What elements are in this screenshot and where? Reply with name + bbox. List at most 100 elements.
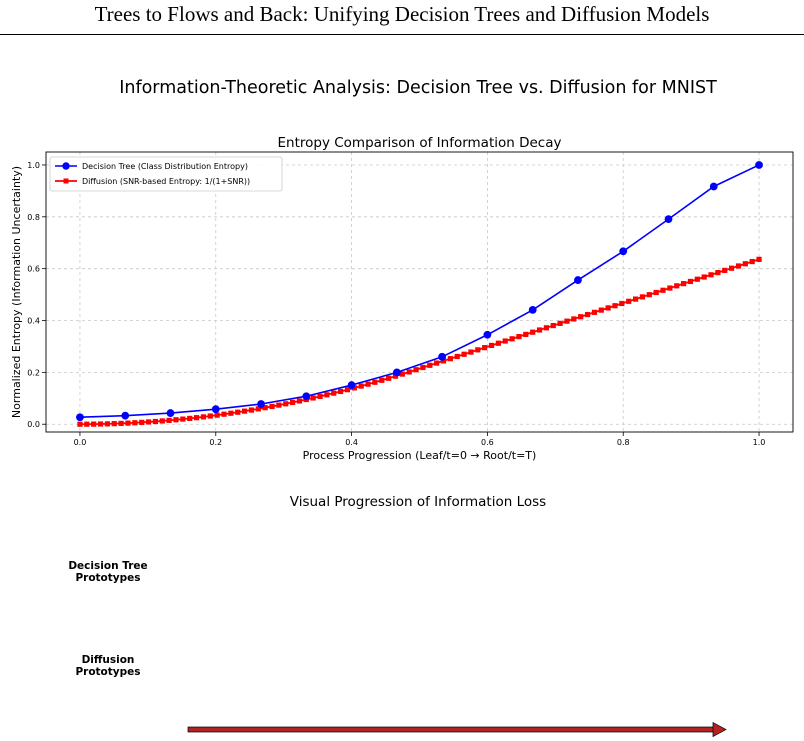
data-point-diffusion xyxy=(694,276,700,282)
data-point-diffusion xyxy=(111,421,117,427)
plot-frame xyxy=(45,151,794,433)
data-point-diffusion xyxy=(241,408,248,414)
decision-tree-prototype-image xyxy=(683,526,778,621)
y-tick-label: 0.6 xyxy=(27,265,40,274)
data-point-diffusion xyxy=(749,258,755,265)
data-point-diffusion xyxy=(482,345,488,351)
progression-arrow xyxy=(187,721,727,738)
data-point-diffusion xyxy=(447,356,453,362)
data-point-diffusion xyxy=(413,367,419,373)
data-point-diffusion xyxy=(392,373,399,379)
data-point-diffusion xyxy=(461,351,467,357)
data-point-diffusion xyxy=(626,298,632,304)
decision-tree-prototype-image xyxy=(186,526,281,621)
diffusion-prototype-image xyxy=(559,616,654,711)
data-point-diffusion xyxy=(756,256,762,262)
data-point-diffusion xyxy=(351,385,357,391)
data-point-diffusion xyxy=(399,371,405,377)
data-point-diffusion xyxy=(667,285,673,291)
y-tick-label: 1.0 xyxy=(27,161,40,170)
data-point-diffusion xyxy=(729,265,735,271)
row-label-line2: Prototypes xyxy=(75,572,141,584)
data-point-diffusion xyxy=(708,272,714,278)
entropy-line-chart: Entropy Comparison of Information Decay 0… xyxy=(10,135,794,462)
data-point-diffusion xyxy=(145,419,152,425)
data-point-diffusion xyxy=(365,381,371,387)
data-point-diffusion xyxy=(221,411,227,417)
data-point-diffusion xyxy=(379,377,385,383)
legend-box xyxy=(49,156,283,192)
running-header: Trees to Flows and Back: Unifying Decisi… xyxy=(94,2,710,26)
decision-tree-prototype-image xyxy=(559,526,654,621)
data-point-diffusion xyxy=(488,342,495,349)
data-point-diffusion xyxy=(571,316,577,322)
data-point-diffusion xyxy=(200,414,207,420)
x-tick-label: 0.0 xyxy=(74,438,87,447)
data-point-decision-tree xyxy=(257,400,265,408)
data-point-diffusion xyxy=(214,412,220,418)
data-point-diffusion xyxy=(386,375,392,381)
data-point-diffusion xyxy=(152,418,159,425)
data-point-diffusion xyxy=(639,294,646,300)
data-point-decision-tree xyxy=(76,413,84,422)
data-point-diffusion xyxy=(132,420,138,426)
y-tick-label: 0.2 xyxy=(27,368,40,377)
arrow-shaft xyxy=(187,726,715,733)
arrow-head xyxy=(712,721,727,738)
data-point-diffusion xyxy=(166,417,172,423)
data-point-diffusion xyxy=(605,305,611,311)
legend-marker-diffusion xyxy=(63,178,69,184)
data-point-diffusion xyxy=(372,379,378,385)
diffusion-prototype-image xyxy=(186,616,281,711)
data-point-diffusion xyxy=(77,421,83,427)
series-line-diffusion xyxy=(79,258,760,426)
data-point-diffusion xyxy=(125,420,131,426)
data-point-diffusion xyxy=(427,362,433,368)
x-tick-label: 0.4 xyxy=(345,438,358,447)
data-point-decision-tree xyxy=(211,405,220,414)
data-point-diffusion xyxy=(276,402,282,408)
row-label-diffusion: Diffusion Prototypes xyxy=(38,654,178,678)
data-point-diffusion xyxy=(715,270,721,276)
data-point-diffusion xyxy=(509,336,515,342)
data-point-diffusion xyxy=(317,393,323,400)
data-point-diffusion xyxy=(84,421,90,427)
data-point-diffusion xyxy=(331,390,337,396)
data-point-decision-tree xyxy=(755,161,763,169)
data-point-diffusion xyxy=(578,314,584,320)
row-label-decision-tree: Decision Tree Prototypes xyxy=(38,560,178,584)
data-point-diffusion xyxy=(255,406,261,412)
data-point-diffusion xyxy=(406,369,412,375)
data-point-diffusion xyxy=(722,267,728,273)
data-point-diffusion xyxy=(564,318,570,324)
data-point-diffusion xyxy=(262,405,268,411)
data-point-decision-tree xyxy=(664,215,673,224)
data-point-diffusion xyxy=(543,325,550,331)
data-point-diffusion xyxy=(454,353,460,360)
data-point-diffusion xyxy=(324,392,330,398)
x-tick-label: 1.0 xyxy=(753,438,766,447)
data-point-decision-tree xyxy=(483,330,492,339)
row-label-line1: Diffusion xyxy=(81,654,135,666)
legend-marker-decision-tree xyxy=(62,162,70,170)
data-point-decision-tree xyxy=(528,305,537,314)
data-point-decision-tree xyxy=(709,182,718,191)
y-tick-label: 0.0 xyxy=(27,420,40,429)
data-point-diffusion xyxy=(468,349,474,355)
diffusion-prototype-image xyxy=(435,616,530,711)
data-point-diffusion xyxy=(193,415,200,421)
data-point-diffusion xyxy=(139,419,145,425)
diffusion-prototype-image xyxy=(683,616,778,711)
data-point-diffusion xyxy=(612,303,618,309)
data-point-diffusion xyxy=(104,421,110,427)
chart-title: Entropy Comparison of Information Decay xyxy=(278,135,562,151)
figure-title: Information-Theoretic Analysis: Decision… xyxy=(119,78,717,98)
data-point-diffusion xyxy=(159,418,165,424)
x-axis-label: Process Progression (Leaf/t=0 → Root/t=T… xyxy=(303,449,537,462)
data-point-diffusion xyxy=(338,388,344,395)
data-point-diffusion xyxy=(660,287,666,293)
visual-progression-title: Visual Progression of Information Loss xyxy=(289,494,547,510)
data-point-diffusion xyxy=(646,292,652,298)
data-point-diffusion xyxy=(344,387,351,393)
data-point-diffusion xyxy=(97,421,104,427)
